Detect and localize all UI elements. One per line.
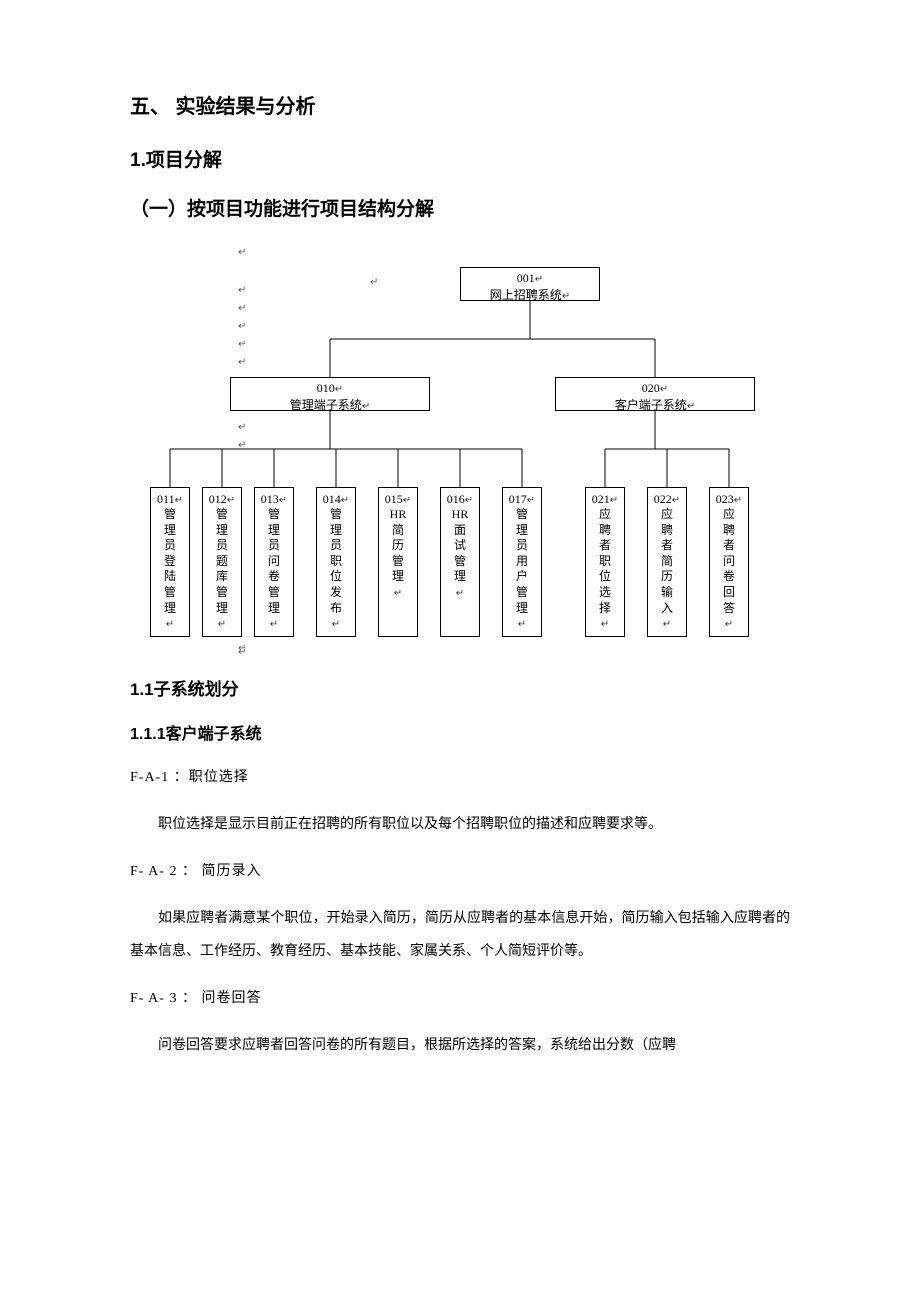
diagram-leaf-013: 013↵管理员问卷管理↵: [254, 487, 294, 637]
paragraph-mark-icon: ↵: [238, 643, 246, 654]
diagram-leaf-014: 014↵管理员职位发布↵: [316, 487, 356, 637]
paragraph-mark-icon: ↵: [238, 247, 246, 258]
paragraph-mark-icon: ↵: [238, 440, 246, 451]
paragraph-mark-icon: ↵: [370, 277, 378, 288]
paragraph-mark-icon: ↵: [238, 357, 246, 368]
paragraph-mark-icon: ↵: [238, 339, 246, 350]
diagram-leaf-023: 023↵应聘者问卷回答↵: [709, 487, 749, 637]
diagram-leaf-017: 017↵管理员用户管理↵: [502, 487, 542, 637]
item-fa2-label: F- A- 2 ： 简历录入: [130, 860, 790, 880]
diagram-leaf-016: 016↵HR面试管理↵: [440, 487, 480, 637]
item-fa1-label: F-A-1 ：职位选择: [130, 766, 790, 786]
diagram-node-020: 020↵客户端子系统↵: [555, 377, 755, 411]
paragraph-mark-icon: ↵: [238, 303, 246, 314]
paragraph-mark-icon: ↵: [238, 321, 246, 332]
diagram-leaf-011: 011↵管理员登陆管理↵: [150, 487, 190, 637]
heading-section-5: 五、 实验结果与分析: [130, 90, 790, 119]
heading-1: 1.项目分解: [130, 145, 790, 172]
paragraph-mark-icon: ↵: [238, 285, 246, 296]
diagram-node-010: 010↵管理端子系统↵: [230, 377, 430, 411]
wbs-diagram: 001↵网上招聘系统↵ 010↵管理端子系统↵ 020↵客户端子系统↵ 011↵管理员…: [140, 237, 780, 657]
item-fa2-text: 如果应聘者满意某个职位，开始录入简历，简历从应聘者的基本信息开始，简历输入包括输…: [130, 902, 790, 969]
diagram-leaf-012: 012↵管理员题库管理↵: [202, 487, 242, 637]
diagram-leaf-022: 022↵应聘者简历输入↵: [647, 487, 687, 637]
diagram-root: 001↵网上招聘系统↵: [460, 267, 600, 301]
item-fa3-text: 问卷回答要求应聘者回答问卷的所有题目，根据所选择的答案，系统给出分数（应聘: [130, 1029, 790, 1063]
item-fa1-text: 职位选择是显示目前正在招聘的所有职位以及每个招聘职位的描述和应聘要求等。: [130, 808, 790, 842]
diagram-leaf-021: 021↵应聘者职位选择↵: [585, 487, 625, 637]
item-fa3-label: F- A- 3 ： 问卷回答: [130, 987, 790, 1007]
heading-1-a: （一）按项目功能进行项目结构分解: [130, 194, 790, 221]
paragraph-mark-icon: ↵: [238, 422, 246, 433]
diagram-leaf-015: 015↵HR简历管理↵: [378, 487, 418, 637]
heading-1-1: 1.1子系统划分: [130, 675, 790, 700]
heading-1-1-1: 1.1.1客户端子系统: [130, 720, 790, 744]
